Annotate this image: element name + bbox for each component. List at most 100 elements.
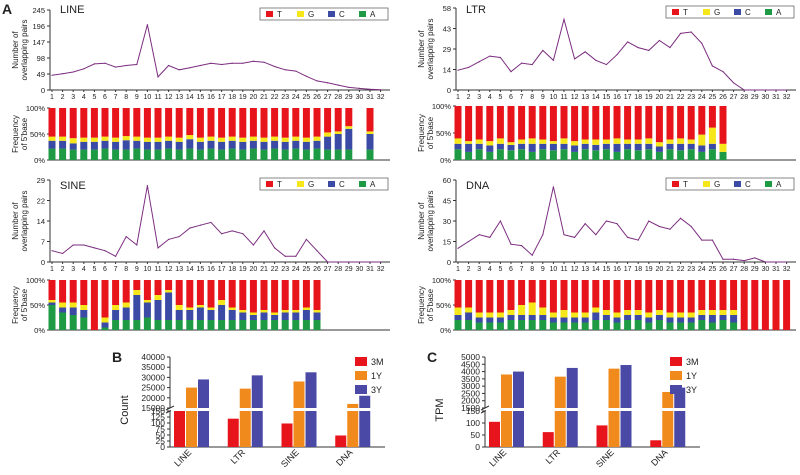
line-x-tick-label-dna: 14 [592, 266, 600, 273]
freq-bar-A-sine [292, 320, 300, 330]
freq-bar-G-sine [48, 300, 56, 303]
freq-bar-G-sine [196, 305, 204, 308]
freq-bar-C-ltr [624, 143, 632, 150]
freq-bar-T-sine [165, 280, 173, 290]
line-y-tick-label-line: 0 [41, 86, 45, 95]
bar-y-tick-label-tpm: 100 [466, 418, 480, 428]
freq-bar-T-dna [634, 280, 642, 310]
freq-bar-C-line [345, 128, 353, 150]
overlap-point-dna [775, 261, 777, 263]
freq-bar-A-line [154, 149, 162, 160]
overlap-point-sine [242, 233, 244, 235]
overlap-point-sine [146, 185, 148, 187]
freq-bar-A-dna [475, 322, 483, 330]
line-x-tick-label-sine: 21 [260, 266, 268, 273]
freq-bar-A-line [334, 149, 342, 160]
overlap-point-ltr [563, 18, 565, 20]
freq-bar-A-ltr [687, 149, 695, 160]
freq-bar-A-dna [719, 320, 727, 330]
legend-swatch-G [297, 181, 304, 187]
line-x-tick-label-line: 6 [103, 94, 107, 101]
line-y-axis-label-part: overlapping pairs [20, 20, 29, 81]
freq-bar-G-sine [281, 310, 289, 313]
freq-bar-A-sine [101, 327, 109, 330]
freq-bar-A-dna [645, 322, 653, 330]
overlap-point-sine [125, 235, 127, 238]
freq-bar-C-line [122, 140, 130, 150]
bar-y-tick-label-count: 40000 [141, 352, 165, 362]
freq-bar-T-sine [218, 280, 226, 300]
freq-bar-G-sine [228, 307, 236, 310]
overlap-point-line [168, 64, 170, 67]
freq-bar-G-dna [571, 312, 579, 318]
line-x-tick-label-ltr: 22 [677, 94, 685, 101]
line-x-tick-label-ltr: 24 [698, 94, 706, 101]
freq-y-tick-label-line: 0% [34, 156, 45, 165]
line-x-tick-label-line: 10 [144, 94, 152, 101]
overlap-point-ltr [786, 89, 788, 91]
line-x-tick-label-line: 5 [92, 94, 96, 101]
bar-y-tick-label-count: 100 [151, 418, 165, 428]
freq-y-tick-label-line: 100% [26, 104, 46, 113]
axis-break-band-count [171, 408, 386, 411]
line-x-tick-label-dna: 22 [677, 266, 685, 273]
freq-bar-A-sine [69, 315, 77, 330]
freq-bar-C-line [249, 140, 257, 149]
line-x-tick-label-dna: 1 [456, 266, 460, 273]
overlap-point-ltr [478, 61, 480, 63]
freq-bar-A-line [186, 148, 194, 160]
freq-bar-A-ltr [634, 150, 642, 160]
line-x-tick-label-dna: 13 [581, 266, 589, 273]
freq-bar-C-dna [539, 315, 547, 320]
overlap-point-sine [305, 238, 307, 240]
freq-bar-C-sine [122, 307, 130, 320]
freq-bar-T-ltr [549, 106, 557, 142]
freq-bar-A-line [207, 148, 215, 160]
freq-bar-C-ltr [592, 144, 600, 151]
freq-bar-G-dna [592, 307, 600, 313]
bar-category-label-tpm: DNA [649, 447, 670, 468]
freq-bar-G-dna [602, 310, 610, 315]
legend-label-C: C [745, 8, 751, 17]
bar-y-axis-label-tpm: TPM [434, 398, 446, 421]
line-y-axis-label-part: Number of [417, 202, 426, 240]
freq-bar-G-dna [624, 310, 632, 315]
freq-bar-C-dna [687, 317, 695, 323]
freq-bar-A-ltr [518, 149, 526, 160]
line-y-tick-label-sine: 22 [37, 197, 45, 206]
line-x-tick-label-sine: 28 [334, 266, 342, 273]
freq-bar-A-ltr [486, 151, 494, 160]
freq-bar-T-sine [154, 280, 162, 295]
freq-bar-C-sine [260, 312, 268, 320]
overlap-point-ltr [584, 51, 586, 53]
freq-bar-C-dna [602, 315, 610, 320]
line-x-tick-label-sine: 19 [239, 266, 247, 273]
overlap-point-sine [252, 244, 254, 246]
freq-bar-A-dna [698, 320, 706, 330]
freq-bar-T-line [292, 108, 300, 137]
freq-bar-T-line [366, 108, 374, 132]
freq-bar-C-dna [465, 312, 473, 320]
line-x-tick-label-ltr: 5 [498, 94, 502, 101]
freq-bar-T-dna [507, 280, 515, 310]
overlap-point-line [305, 75, 307, 77]
freq-bar-T-ltr [581, 106, 589, 140]
line-x-tick-label-dna: 25 [709, 266, 717, 273]
freq-bar-A-ltr [581, 149, 589, 160]
freq-bar-A-sine [218, 320, 226, 330]
line-x-tick-label-ltr: 12 [571, 94, 579, 101]
freq-bar-A-dna [592, 320, 600, 330]
freq-bar-G-sine [101, 317, 109, 323]
freq-bar-T-line [218, 108, 226, 138]
freq-bar-A-sine [271, 320, 279, 330]
overlap-point-ltr [510, 71, 512, 73]
freq-bar-T-line [228, 108, 236, 137]
freq-bar-G-sine [143, 300, 151, 303]
freq-bar-C-dna [730, 315, 738, 323]
freq-bar-G-line [154, 137, 162, 142]
bar-1Y-count [186, 411, 197, 447]
line-x-tick-label-sine: 25 [303, 266, 311, 273]
bar-3Y-tpm [674, 411, 686, 447]
freq-bar-A-line [196, 149, 204, 160]
